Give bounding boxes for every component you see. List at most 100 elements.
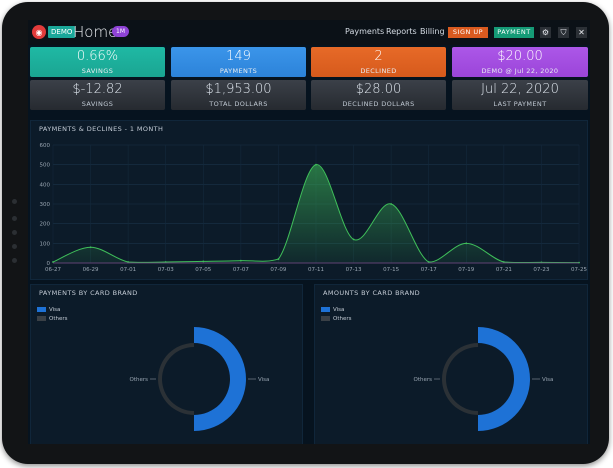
data-point[interactable] (239, 259, 242, 262)
nav-billing[interactable]: Billing (420, 27, 445, 36)
slice-label: Others (414, 377, 433, 383)
data-point[interactable] (89, 246, 92, 249)
stat-value: Jul 22, 2020 (481, 82, 559, 97)
stat-value: $-12.82 (72, 82, 123, 97)
y-tick-label: 500 (40, 163, 51, 169)
device-button (12, 230, 17, 235)
data-point[interactable] (202, 260, 205, 263)
slice-label: Visa (542, 377, 553, 383)
legend-item-others[interactable]: Others (321, 316, 351, 323)
chart-title: PAYMENTS BY CARD BRAND (39, 289, 138, 297)
y-tick-label: 600 (40, 143, 51, 149)
legend-swatch (37, 316, 46, 321)
data-point[interactable] (390, 203, 393, 205)
amounts-by-brand-chart: Others Visa (414, 327, 553, 431)
stat-value: $20.00 (497, 49, 543, 64)
period-badge[interactable]: 1M (112, 26, 129, 37)
demo-badge: DEMO (48, 26, 76, 38)
payments-declines-chart: 0 100 200 300 400 500 600 06-27 06-29 07-01 07-03 0… (40, 143, 588, 273)
legend-item-others[interactable]: Others (37, 316, 67, 323)
x-tick-label: 07-15 (383, 267, 399, 273)
data-point[interactable] (465, 242, 468, 245)
nav-reports[interactable]: Reports (386, 27, 417, 36)
stat-card-savings-pct: 0.66% SAVINGS (30, 47, 165, 77)
stat-label: PAYMENTS (219, 67, 258, 75)
data-point[interactable] (127, 261, 130, 263)
stat-label: LAST PAYMENT (493, 100, 547, 108)
y-tick-label: 0 (47, 261, 51, 267)
shield-icon[interactable]: ⛉ (558, 27, 569, 38)
data-point[interactable] (502, 261, 505, 263)
legend-label: Others (49, 316, 68, 322)
x-tick-label: 06-27 (45, 267, 61, 273)
payment-button[interactable]: PAYMENT (494, 27, 534, 38)
legend-item-visa[interactable]: Visa (321, 307, 344, 314)
x-tick-label: 07-13 (346, 267, 362, 273)
data-point[interactable] (164, 261, 167, 263)
stat-card-payments: 149 PAYMENTS (171, 47, 306, 77)
stat-value: $1,953.00 (205, 82, 272, 97)
pie-slice-visa[interactable] (478, 327, 530, 431)
legend-swatch (321, 307, 330, 312)
device-button (12, 258, 17, 263)
device-button (12, 216, 17, 221)
tablet-frame: ◉ DEMO Home 1M Payments Reports Billing … (2, 2, 609, 464)
stat-card-last-payment: Jul 22, 2020 LAST PAYMENT (452, 80, 588, 110)
stat-card-total-dollars: $1,953.00 TOTAL DOLLARS (171, 80, 306, 110)
stat-card-declined: 2 DECLINED (311, 47, 446, 77)
payments-declines-panel: PAYMENTS & DECLINES - 1 MONTH 0 100 200 300… (30, 120, 588, 280)
nav-payments[interactable]: Payments (345, 27, 385, 36)
stat-value: 149 (226, 49, 251, 64)
legend-swatch (321, 316, 330, 321)
stat-label: DECLINED (360, 67, 397, 75)
data-point[interactable] (315, 163, 317, 166)
app-screen: ◉ DEMO Home 1M Payments Reports Billing … (28, 20, 590, 444)
slice-label: Visa (258, 377, 269, 383)
pie-slice-others[interactable] (158, 343, 194, 415)
logo-icon[interactable]: ◉ (32, 25, 46, 39)
stat-card-declined-dollars: $28.00 DECLINED DOLLARS (311, 80, 446, 110)
legend-label: Visa (333, 307, 345, 313)
data-point[interactable] (427, 261, 430, 263)
stat-value: $28.00 (355, 82, 402, 97)
y-tick-label: 100 (40, 241, 51, 247)
gear-icon[interactable]: ⚙ (540, 27, 551, 38)
x-tick-label: 07-17 (421, 267, 437, 273)
x-tick-label: 07-05 (195, 267, 211, 273)
legend-label: Others (333, 316, 352, 322)
stat-value: 2 (374, 49, 383, 64)
x-tick-label: 07-07 (233, 267, 249, 273)
data-point[interactable] (277, 258, 280, 260)
payments-by-brand-panel: PAYMENTS BY CARD BRAND Visa Others Other… (30, 284, 303, 444)
x-tick-label: 07-03 (158, 267, 174, 273)
slice-label: Others (130, 377, 149, 383)
stat-value: 0.66% (76, 49, 119, 64)
chart-title: PAYMENTS & DECLINES - 1 MONTH (39, 125, 164, 133)
payments-by-brand-chart: Others Visa (130, 327, 269, 431)
amounts-by-brand-panel: AMOUNTS BY CARD BRAND Visa Others Others… (314, 284, 588, 444)
y-tick-label: 200 (40, 222, 51, 228)
series-area (53, 164, 579, 263)
sign-up-button[interactable]: SIGN UP (448, 27, 488, 38)
close-icon[interactable]: ✕ (576, 27, 587, 38)
stat-card-savings-dollars: $-12.82 SAVINGS (30, 80, 165, 110)
data-point[interactable] (352, 238, 355, 241)
stat-label: DEMO @ Jul 22, 2020 (481, 67, 559, 75)
legend-item-visa[interactable]: Visa (37, 307, 60, 314)
stat-label: SAVINGS (81, 67, 114, 75)
x-tick-label: 07-19 (458, 267, 474, 273)
stat-label: SAVINGS (81, 100, 114, 108)
y-tick-label: 400 (40, 182, 51, 188)
stat-label: DECLINED DOLLARS (342, 100, 415, 108)
data-point[interactable] (52, 261, 54, 263)
top-bar: ◉ DEMO Home 1M Payments Reports Billing … (28, 20, 590, 45)
pie-slice-visa[interactable] (194, 327, 246, 431)
x-tick-label: 07-23 (533, 267, 549, 273)
x-tick-label: 07-01 (120, 267, 136, 273)
x-tick-label: 07-09 (270, 267, 286, 273)
y-tick-label: 300 (40, 202, 51, 208)
stat-card-demo: $20.00 DEMO @ Jul 22, 2020 (452, 47, 588, 77)
chart-title: AMOUNTS BY CARD BRAND (323, 289, 421, 297)
pie-slice-others[interactable] (442, 343, 478, 415)
x-tick-label: 07-25 (571, 267, 587, 273)
